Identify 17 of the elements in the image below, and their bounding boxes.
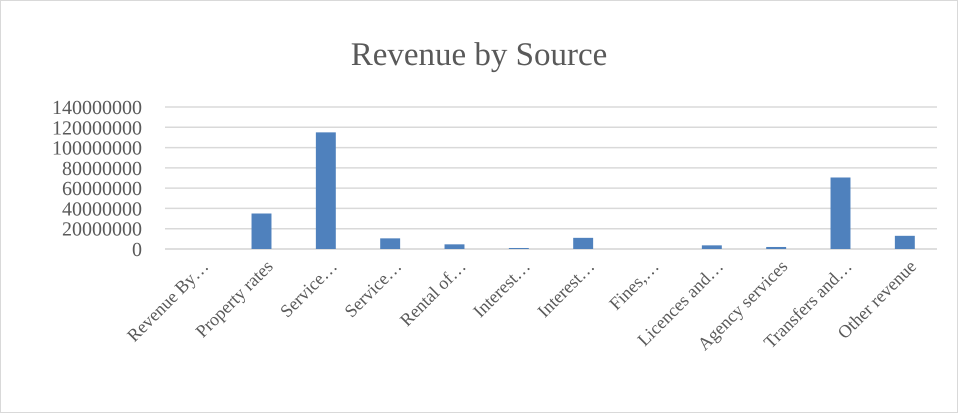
- y-tick-label: 80000000: [62, 158, 142, 180]
- y-tick-label: 60000000: [62, 178, 142, 200]
- y-tick-label: 40000000: [62, 198, 142, 220]
- bar: [894, 236, 915, 249]
- y-tick-label: 0: [132, 239, 142, 261]
- bar: [702, 245, 722, 249]
- y-tick-label: 140000000: [52, 97, 142, 119]
- y-tick-label: 100000000: [52, 138, 142, 160]
- bar: [316, 132, 336, 249]
- bar: [252, 214, 272, 249]
- bar: [573, 238, 594, 249]
- bar: [444, 244, 464, 249]
- bar: [380, 238, 400, 249]
- y-tick-label: 120000000: [52, 117, 142, 140]
- bar: [830, 177, 850, 249]
- chart-title: Revenue by Source: [350, 37, 608, 73]
- y-tick-label: 20000000: [62, 218, 142, 241]
